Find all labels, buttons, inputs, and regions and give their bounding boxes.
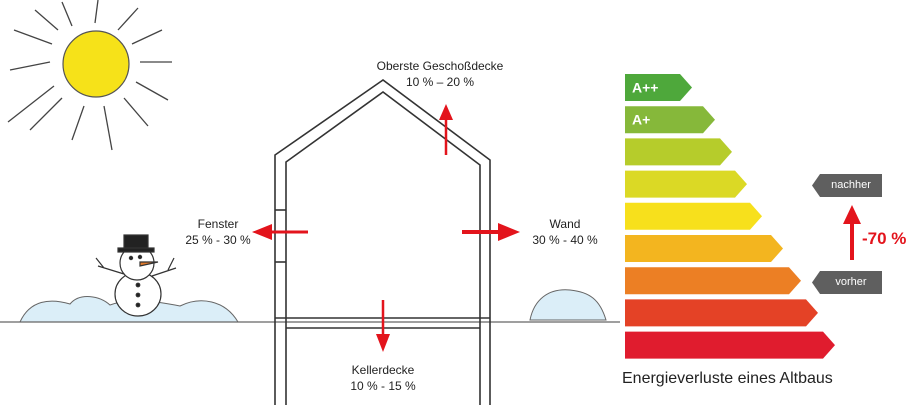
loss-arrows [252,104,520,352]
sun-icon [7,0,172,151]
after-tag: nachher [820,174,882,196]
window-loss-name: Fenster [197,217,239,231]
energy-class-bar [625,74,692,101]
energy-class-bar [625,299,818,327]
energy-class-bar [625,331,835,359]
window-loss-label: Fenster 25 % - 30 % [168,216,268,248]
snowman-icon [95,234,177,317]
energy-scale: A++ A+ [625,74,835,359]
roof-loss-label: Oberste Geschoßdecke 10 % – 20 % [370,58,510,90]
snow-ground [0,289,620,323]
wall-loss-label: Wand 30 % - 40 % [520,216,610,248]
roof-arrow [439,104,453,155]
before-tag: vorher [820,271,882,293]
saving-value: -70 % [862,229,907,248]
wall-loss-range: 30 % - 40 % [532,233,598,247]
cellar-loss-range: 10 % - 15 % [350,379,416,393]
scale-caption: Energieverluste eines Altbaus [622,370,833,387]
improvement-arrow [843,205,861,260]
window-arrow [252,224,308,240]
energy-class-bar [625,138,732,166]
energy-class-bar [625,202,762,230]
window-loss-range: 25 % - 30 % [185,233,251,247]
energy-class-bar [625,106,715,134]
energy-class-bar [625,267,801,295]
energy-class-bar [625,170,747,198]
energy-class-bar [625,235,783,262]
wall-loss-name: Wand [549,217,581,231]
roof-loss-name: Oberste Geschoßdecke [376,59,504,73]
energy-class-label: A+ [632,112,650,128]
wall-arrow [462,223,520,241]
cellar-loss-label: Kellerdecke 10 % - 15 % [333,362,433,394]
house-outline [274,79,491,405]
cellar-loss-name: Kellerdecke [351,363,415,377]
roof-loss-range: 10 % – 20 % [405,75,475,89]
energy-class-label: A++ [632,80,658,96]
cellar-arrow [376,300,390,352]
